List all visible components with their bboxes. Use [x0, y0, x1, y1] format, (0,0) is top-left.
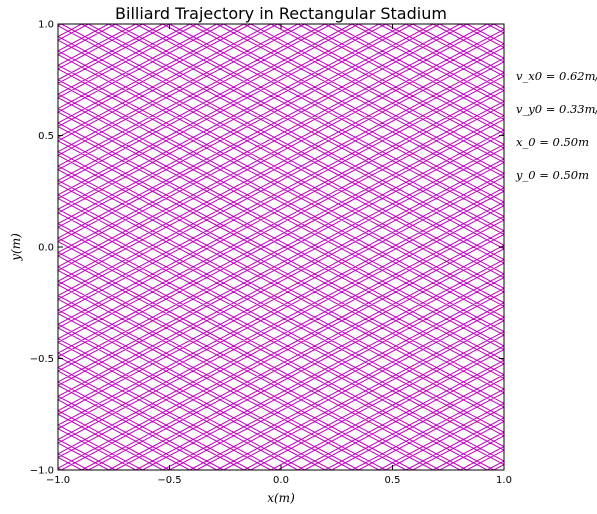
x-tick-label: 0.0	[273, 475, 289, 486]
y-axis-label: y(m)	[9, 233, 23, 262]
annotation-y0: y_0 = 0.50m	[515, 168, 589, 182]
plot-area	[58, 24, 504, 470]
x-axis-label: x(m)	[267, 491, 295, 505]
y-tick-label: −0.5	[30, 354, 54, 365]
y-tick-label: 1.0	[38, 20, 54, 31]
axis-ticks: −1.0 −0.5 0.0 0.5 1.0 −1.0 −0.5 0.0 0.5 1.0	[30, 20, 512, 487]
x-tick-label: −1.0	[46, 475, 70, 486]
x-tick-label: −0.5	[157, 475, 181, 486]
y-tick-label: 0.5	[38, 131, 54, 142]
chart-title: Billiard Trajectory in Rectangular Stadi…	[115, 4, 447, 23]
trajectory-series	[58, 24, 504, 470]
x-tick-label: 0.5	[385, 475, 401, 486]
y-tick-label: 0.0	[38, 243, 54, 254]
y-tick-label: −1.0	[30, 466, 54, 477]
annotation-vx0: v_x0 = 0.62m/s	[516, 69, 597, 83]
annotation-vy0: v_y0 = 0.33m/s	[516, 102, 597, 116]
annotation-x0: x_0 = 0.50m	[516, 135, 589, 149]
trajectory-line	[58, 24, 504, 470]
x-tick-label: 1.0	[496, 475, 512, 486]
